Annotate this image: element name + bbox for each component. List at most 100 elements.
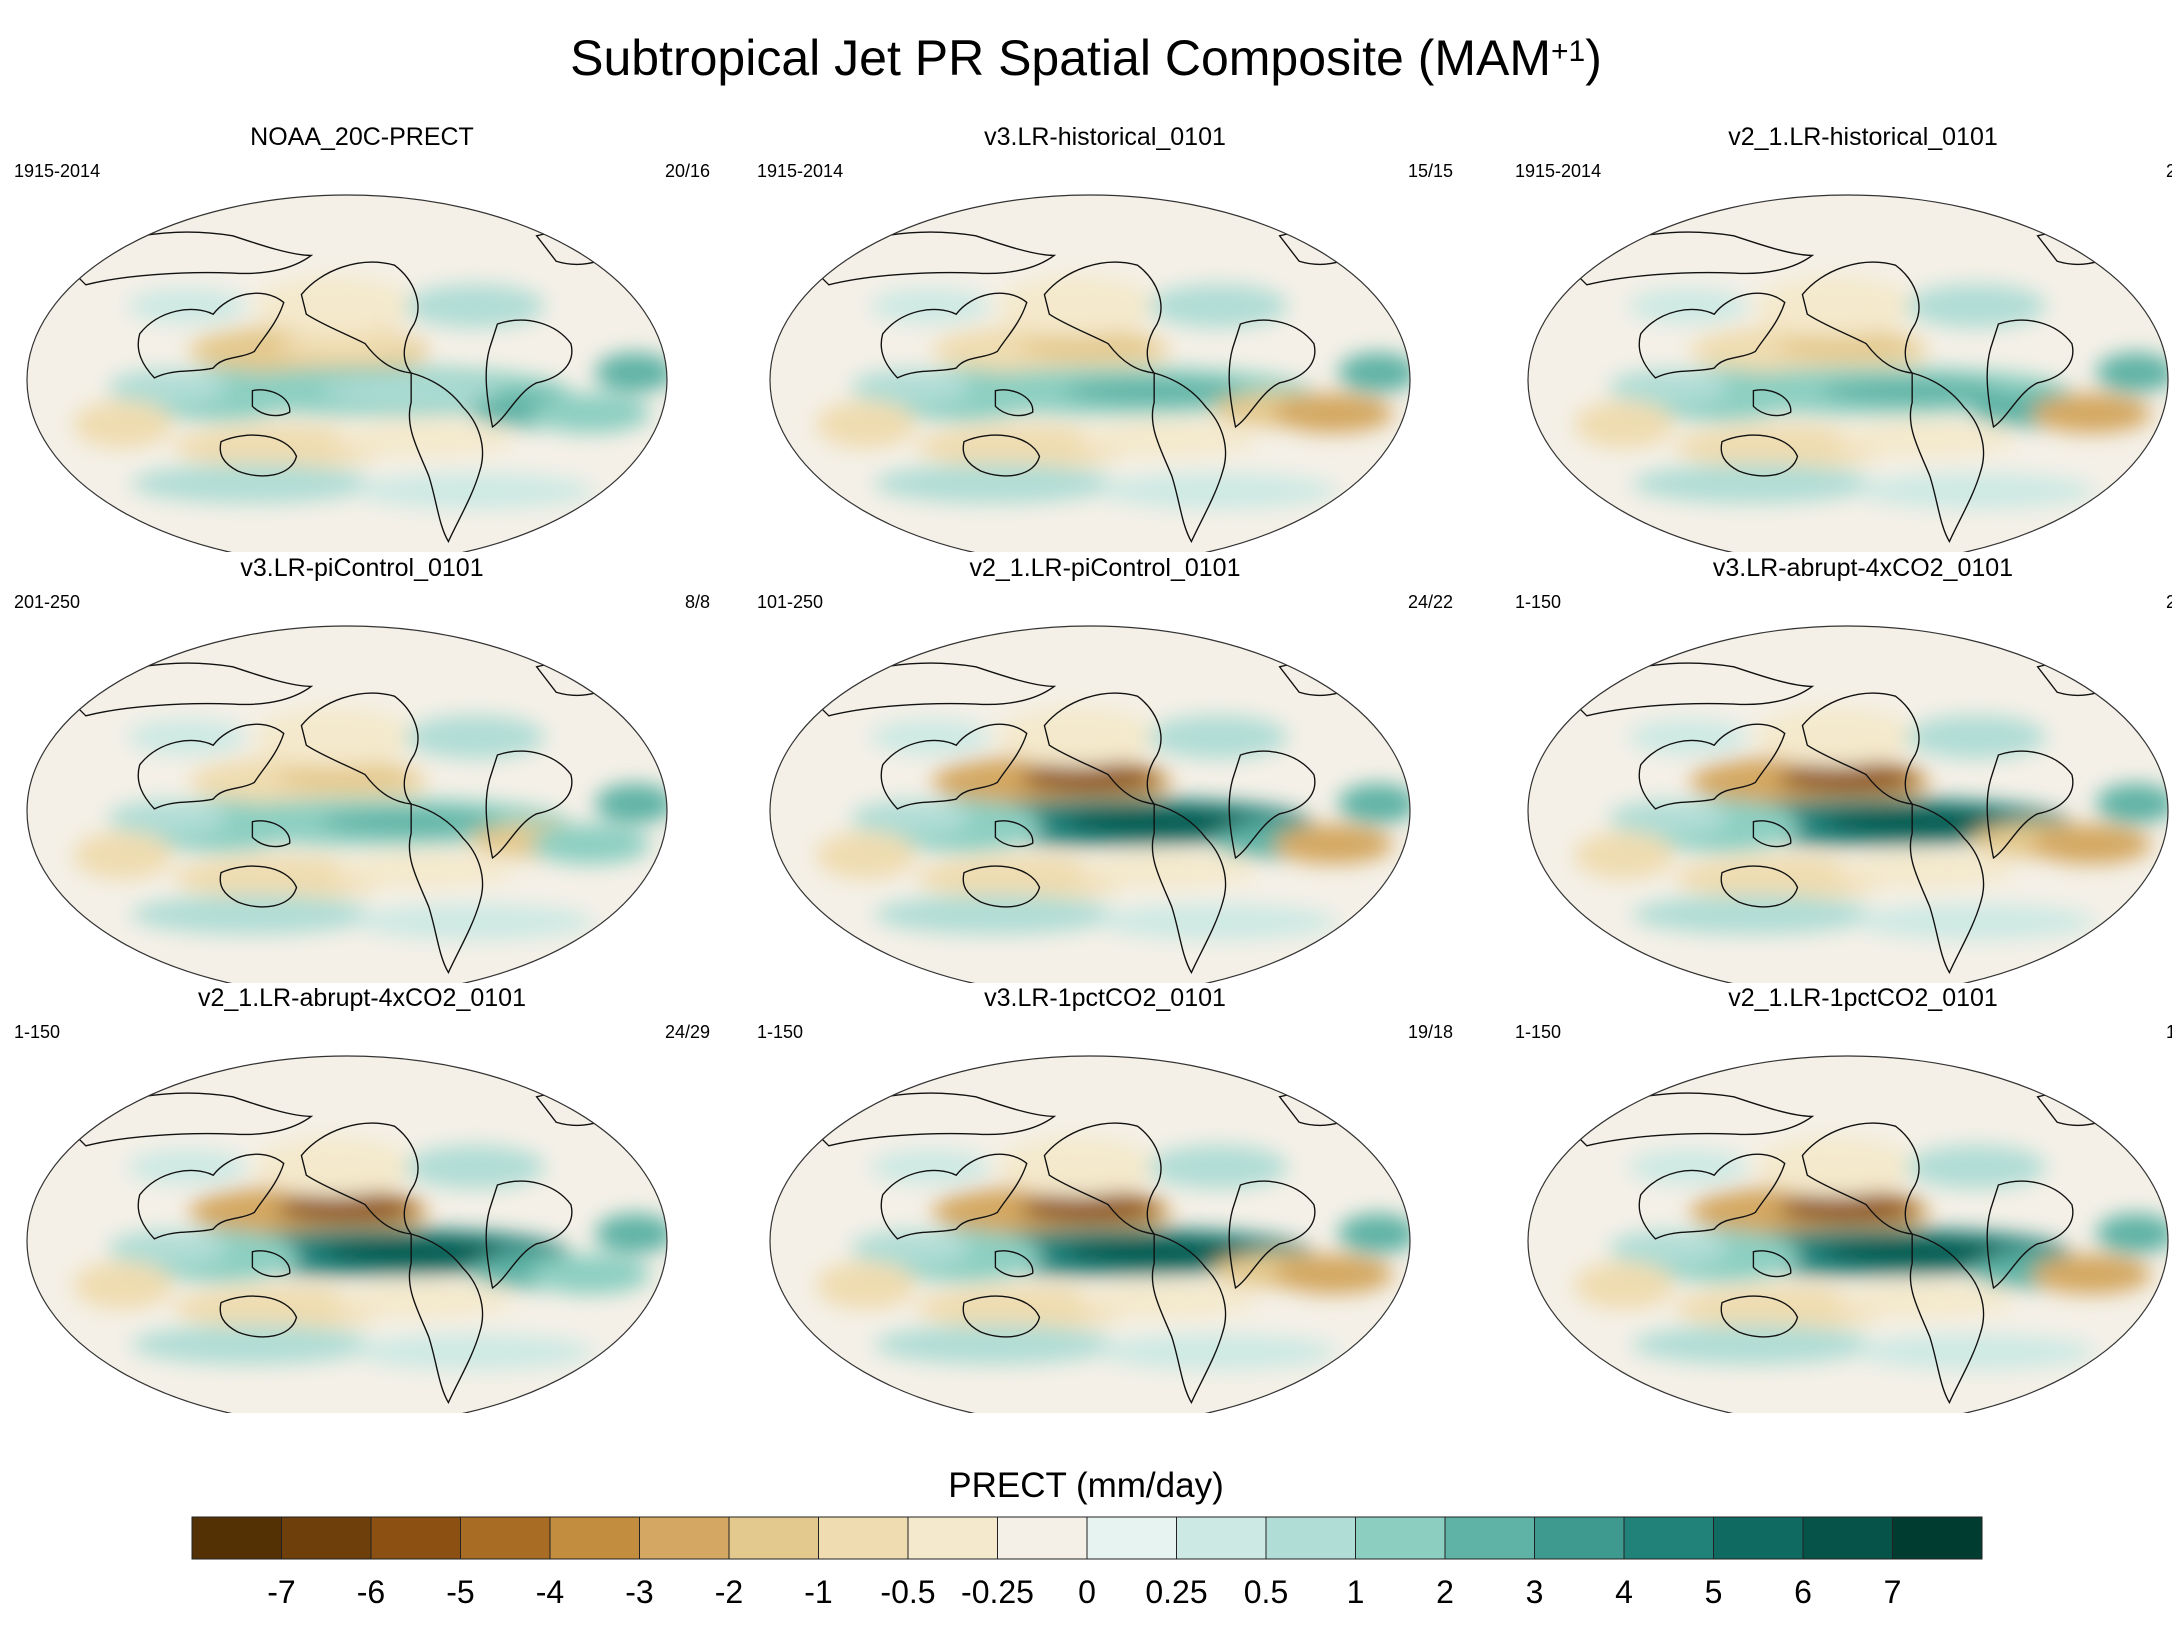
coastline	[219, 1295, 298, 1338]
anomaly-patch	[530, 1254, 651, 1295]
anomaly-patch	[277, 332, 417, 361]
coastline	[1720, 434, 1799, 477]
anomaly-patch	[997, 1137, 1158, 1197]
anomaly-patch	[1856, 473, 2096, 509]
coastline	[962, 1295, 1041, 1338]
anomaly-patch	[1338, 1213, 1410, 1254]
map-boundary	[769, 194, 1411, 552]
anomaly-patch	[127, 288, 247, 324]
anomaly-patch	[1608, 1230, 1729, 1267]
colorbar-swatch	[728, 1516, 819, 1560]
anomaly-patch	[131, 463, 371, 504]
anomaly-patch	[1755, 707, 1916, 767]
anomaly-patch	[405, 1145, 545, 1189]
colorbar-tick-label: 0.25	[1145, 1574, 1207, 1610]
panel-title: v3.LR-piControl_0101	[240, 554, 484, 582]
coastline	[1909, 372, 1985, 544]
coastline	[1151, 1233, 1227, 1405]
colorbar-swatch	[1265, 1516, 1356, 1560]
map-panel: v2_1.LR-piControl_0101 101-250 24/22	[755, 553, 1455, 983]
colorbar-tick-label: 4	[1615, 1574, 1633, 1610]
colorbar-swatch	[907, 1516, 998, 1560]
panel-title: v2_1.LR-piControl_0101	[969, 554, 1241, 582]
colorbar-tick-label: -5	[446, 1574, 474, 1610]
coastline	[1720, 1295, 1799, 1338]
coastline	[962, 865, 1041, 908]
panel-year-range: 1-150	[757, 1022, 804, 1042]
map-panel: v2_1.LR-historical_0101 1915-2014 20/12	[1513, 122, 2172, 552]
map-boundary	[1527, 1055, 2169, 1413]
coastline	[65, 231, 314, 286]
map-panel: NOAA_20C-PRECT 1915-2014 20/16	[12, 122, 712, 552]
colorbar-tick-label: -0.5	[880, 1574, 935, 1610]
anomaly-patch	[595, 352, 667, 393]
anomaly-patch	[355, 904, 595, 940]
anomaly-patch	[1628, 288, 1748, 324]
anomaly-patch	[333, 852, 514, 889]
map-boundary	[769, 625, 1411, 983]
anomaly-patch	[2096, 1213, 2168, 1254]
coastline	[1801, 1122, 1920, 1235]
panel-event-count: 15/15	[1407, 161, 1453, 181]
anomaly-patch	[870, 1149, 990, 1185]
colorbar-swatch	[1802, 1516, 1893, 1560]
anomaly-patch	[1856, 904, 2096, 940]
colorbar-tick-label: 1	[1347, 1574, 1365, 1610]
anomaly-patch	[254, 707, 415, 767]
anomaly-patch	[254, 276, 415, 336]
anomaly-patch	[816, 400, 916, 449]
coastline	[1720, 865, 1799, 908]
anomaly-patch	[816, 1261, 916, 1310]
coastline	[1638, 1153, 1786, 1240]
panel-title: v3.LR-historical_0101	[984, 123, 1226, 151]
panel-event-count: 19/18	[1407, 1022, 1453, 1042]
coastline	[994, 820, 1034, 848]
coastline	[485, 750, 573, 860]
anomaly-patch	[1834, 421, 2015, 458]
anomaly-patch	[355, 473, 595, 509]
coastline	[808, 231, 1057, 286]
map-boundary	[1527, 194, 2169, 552]
coastline	[994, 389, 1034, 417]
anomaly-patch	[1076, 1282, 1257, 1319]
coastline	[251, 389, 291, 417]
map-panel: v3.LR-piControl_0101 201-250 8/8	[12, 553, 712, 983]
anomaly-patch	[333, 421, 514, 458]
anomaly-patch	[73, 1261, 173, 1310]
colorbar-tick-label: 7	[1884, 1574, 1902, 1610]
colorbar-swatch	[997, 1516, 1088, 1560]
coastline	[485, 319, 573, 429]
colorbar-tick-label: -2	[715, 1574, 743, 1610]
anomaly-patch	[1906, 1145, 2046, 1189]
anomaly-patch	[1098, 1334, 1338, 1370]
anomaly-patch	[1632, 1324, 1872, 1365]
coastline	[137, 723, 285, 810]
panel-year-range: 201-250	[14, 592, 81, 612]
colorbar-tick-label: -6	[357, 1574, 385, 1610]
coastline	[1909, 803, 1985, 975]
anomaly-patch	[874, 894, 1114, 935]
colorbar-tick-label: 2	[1436, 1574, 1454, 1610]
panel-year-range: 1-150	[1515, 592, 1562, 612]
coastline	[880, 1153, 1028, 1240]
coastline	[65, 1092, 314, 1147]
colorbar-swatch	[370, 1516, 461, 1560]
colorbar-tick-label: -3	[625, 1574, 653, 1610]
colorbar-swatch	[1623, 1516, 1714, 1560]
coastline	[1986, 750, 2074, 860]
anomaly-patch	[2031, 824, 2152, 865]
colorbar-title: PRECT (mm/day)	[948, 1466, 1224, 1505]
anomaly-patch	[333, 1282, 514, 1319]
coastline	[1228, 750, 1316, 860]
panel-event-count: 24/29	[664, 1022, 710, 1042]
coastline	[300, 1122, 419, 1235]
coastline	[1752, 389, 1792, 417]
colorbar-tick-label: 3	[1526, 1574, 1544, 1610]
coastline	[1909, 1233, 1985, 1405]
coastline	[65, 662, 314, 717]
anomaly-patch	[1574, 400, 1674, 449]
anomaly-patch	[73, 831, 173, 880]
coastline	[1228, 1180, 1316, 1290]
anomaly-patch	[405, 715, 545, 759]
anomaly-patch	[405, 284, 545, 328]
